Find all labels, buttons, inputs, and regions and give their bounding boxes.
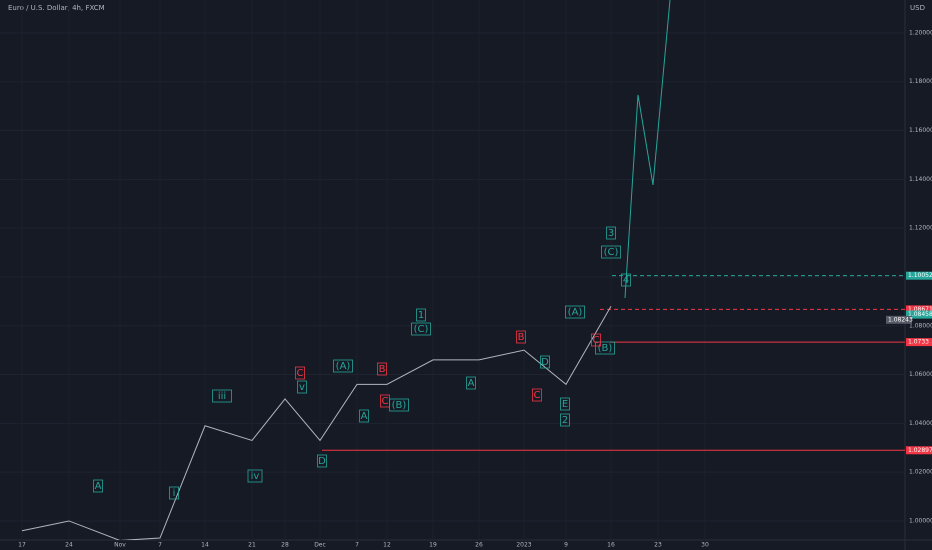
wave-label-box — [247, 469, 263, 483]
price-label: 1.10052 — [908, 272, 932, 279]
wave-label-box — [591, 333, 601, 347]
y-tick-label: 1.18000 — [909, 78, 932, 85]
price-label-box — [886, 315, 912, 324]
wave-label: E — [562, 399, 568, 410]
y-tick-label: 1.00000 — [909, 517, 932, 524]
wave-label: A — [361, 411, 368, 422]
x-tick-label: 7 — [355, 542, 359, 549]
wave-label: D — [318, 456, 326, 467]
wave-label: (C) — [604, 247, 619, 258]
wave-label-box — [297, 380, 307, 394]
x-tick-label: 26 — [475, 542, 483, 549]
wave-label: C — [593, 335, 600, 346]
wave-label: 4 — [623, 275, 629, 286]
wave-label: i — [173, 488, 176, 499]
wave-label: B — [518, 332, 525, 343]
wave-label-box — [466, 376, 476, 390]
wave-label-box — [333, 359, 353, 373]
x-tick-label: 9 — [564, 542, 568, 549]
price-label-box — [906, 446, 932, 455]
chart-title: Euro / U.S. Dollar, 4h, FXCM — [8, 4, 105, 12]
wave-label: (B) — [392, 400, 407, 411]
wave-label: (A) — [568, 307, 583, 318]
wave-label-box — [416, 308, 426, 322]
price-label-box — [906, 310, 932, 319]
x-tick-label: 28 — [281, 542, 289, 549]
wave-label-box — [532, 388, 542, 402]
y-tick-label: 1.16000 — [909, 127, 932, 134]
wave-label-box — [212, 389, 232, 403]
wave-label-box — [377, 362, 387, 376]
wave-label-box — [359, 409, 369, 423]
wave-label-box — [540, 355, 550, 369]
x-tick-label: 21 — [248, 542, 256, 549]
x-tick-label: 14 — [201, 542, 209, 549]
wave-label-box — [601, 245, 621, 259]
x-tick-label: 23 — [654, 542, 662, 549]
wave-label: C — [382, 396, 389, 407]
wave-label: 3 — [608, 228, 614, 239]
wave-label-box — [411, 322, 431, 336]
wave-label: 1 — [418, 310, 424, 321]
y-tick-label: 1.08000 — [909, 322, 932, 329]
wave-label: A — [95, 481, 102, 492]
wave-label-box — [560, 397, 570, 411]
wave-label: (A) — [336, 361, 351, 372]
wave-label: iv — [251, 471, 260, 482]
price-label-box — [906, 338, 932, 347]
wave-label-box — [595, 341, 615, 355]
wave-label: iii — [218, 391, 226, 402]
x-tick-label: 19 — [429, 542, 437, 549]
wave-label-box — [295, 366, 305, 380]
wave-label: B — [379, 364, 386, 375]
currency: USD — [910, 4, 925, 12]
price-line — [21, 305, 612, 540]
x-tick-label: Dec — [314, 542, 326, 549]
price-label: 1.0733 — [908, 339, 929, 346]
price-label: 1.08458 — [908, 311, 932, 318]
wave-label-box — [621, 273, 631, 287]
x-tick-label: 24 — [65, 542, 73, 549]
price-label-box — [906, 305, 932, 314]
x-tick-label: 7 — [158, 542, 162, 549]
wave-label: C — [534, 390, 541, 401]
y-tick-label: 1.12000 — [909, 225, 932, 232]
wave-label: A — [468, 378, 475, 389]
wave-label-box — [93, 479, 103, 493]
wave-label: v — [299, 382, 305, 393]
price-label: 1.08243 — [888, 316, 913, 323]
y-tick-label: 1.04000 — [909, 420, 932, 427]
x-tick-label: 16 — [607, 542, 615, 549]
y-tick-label: 1.02000 — [909, 469, 932, 476]
x-tick-label: 2023 — [516, 542, 531, 549]
x-tick-label: 12 — [383, 542, 391, 549]
wave-label-box — [169, 486, 179, 500]
wave-label: D — [541, 357, 549, 368]
wave-label: 2 — [562, 415, 568, 426]
wave-label-box — [560, 413, 570, 427]
wave-label-box — [606, 226, 616, 240]
wave-label: C — [297, 368, 304, 379]
wave-label-box — [565, 305, 585, 319]
wave-label-box — [516, 330, 526, 344]
price-label: 1.08671 — [908, 306, 932, 313]
wave-label: (B) — [598, 343, 613, 354]
wave-label-box — [317, 454, 327, 468]
y-tick-label: 1.06000 — [909, 371, 932, 378]
projection-line — [624, 0, 671, 298]
wave-label-box — [389, 398, 409, 412]
x-tick-label: Nov — [114, 542, 126, 549]
x-tick-label: 30 — [701, 542, 709, 549]
y-tick-label: 1.20000 — [909, 29, 932, 36]
x-tick-label: 17 — [18, 542, 26, 549]
y-tick-label: 1.14000 — [909, 176, 932, 183]
price-label: 1.02897 — [908, 447, 932, 454]
wave-label: (C) — [414, 324, 429, 335]
price-label-box — [906, 271, 932, 280]
